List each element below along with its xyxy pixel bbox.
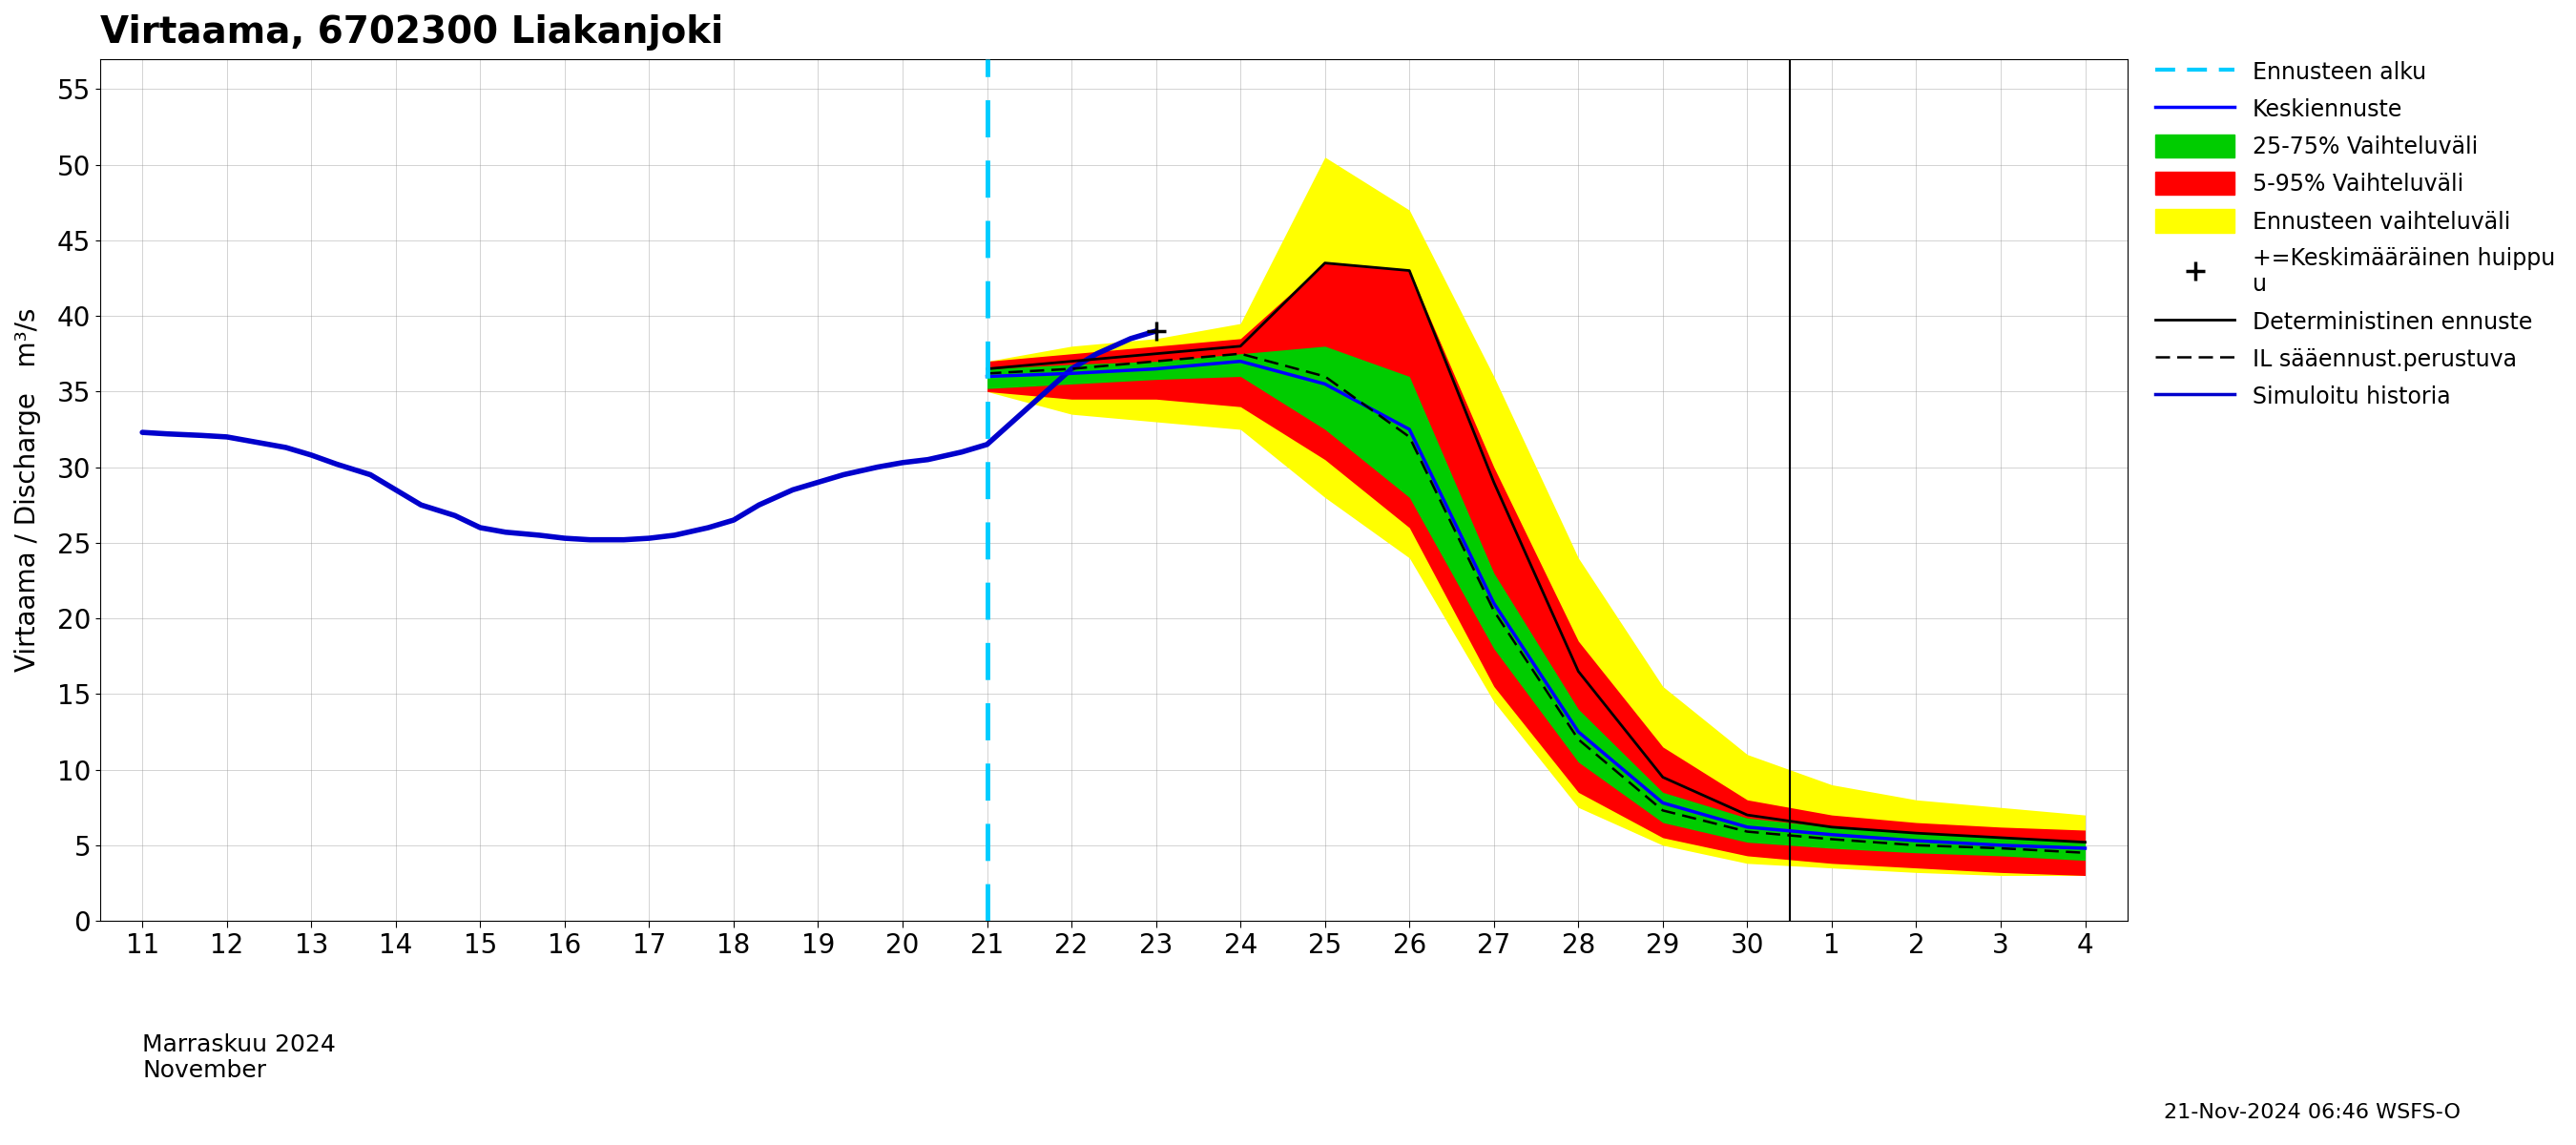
Text: Marraskuu 2024
November: Marraskuu 2024 November <box>142 1033 335 1082</box>
Text: Virtaama, 6702300 Liakanjoki: Virtaama, 6702300 Liakanjoki <box>100 14 724 50</box>
Text: 21-Nov-2024 06:46 WSFS-O: 21-Nov-2024 06:46 WSFS-O <box>2164 1103 2460 1122</box>
Legend: Ennusteen alku, Keskiennuste, 25-75% Vaihteluväli, 5-95% Vaihteluväli, Ennusteen: Ennusteen alku, Keskiennuste, 25-75% Vai… <box>2148 53 2563 416</box>
Y-axis label: Virtaama / Discharge   m³/s: Virtaama / Discharge m³/s <box>15 308 41 672</box>
